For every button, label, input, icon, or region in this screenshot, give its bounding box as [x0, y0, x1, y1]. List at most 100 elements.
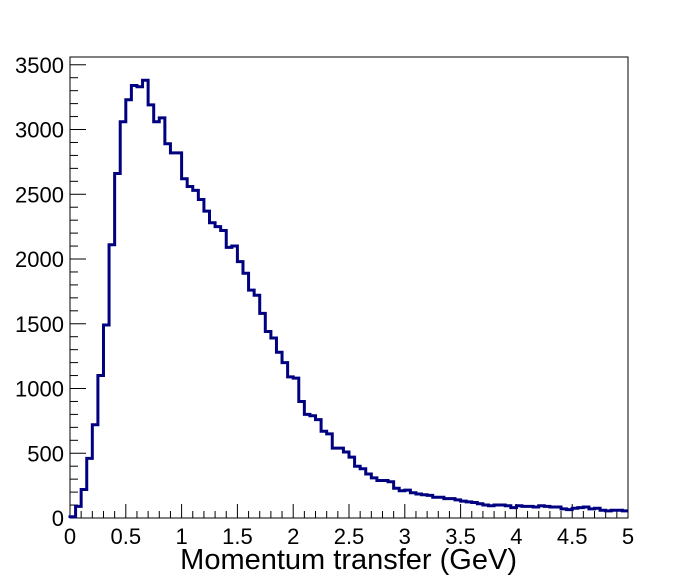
histogram-bin	[461, 501, 467, 518]
histogram-bin	[243, 273, 249, 518]
histogram-bin	[204, 211, 210, 518]
histogram-series-line	[68, 78, 628, 519]
histogram-bin	[539, 506, 545, 518]
histogram-bin	[388, 482, 394, 518]
histogram-bin	[304, 414, 310, 518]
y-axis-ticks	[70, 64, 86, 519]
histogram-bin	[455, 500, 461, 518]
histogram-bin	[70, 517, 76, 518]
histogram-bin	[98, 376, 104, 518]
y-tick-label: 2000	[15, 247, 64, 272]
x-tick-label: 2.5	[334, 524, 365, 549]
histogram-bin	[76, 506, 82, 518]
x-tick-label: 5	[622, 524, 634, 549]
histogram-bin	[143, 80, 149, 518]
histogram-bin	[410, 493, 416, 518]
histogram-bin	[126, 100, 132, 518]
histogram-bin	[249, 290, 255, 518]
y-tick-label: 3500	[15, 53, 64, 78]
histogram-bin	[215, 227, 221, 518]
histogram-bin	[226, 247, 232, 518]
histogram-bin	[483, 505, 489, 518]
histogram-bin	[438, 497, 444, 518]
histogram-bin	[176, 153, 182, 518]
x-tick-label: 0	[64, 524, 76, 549]
histogram-bin	[265, 332, 271, 518]
histogram-bin	[528, 506, 534, 518]
histogram-bin	[276, 352, 282, 518]
histogram-bin	[260, 313, 266, 518]
y-tick-label: 0	[52, 506, 64, 531]
histogram-bin	[555, 507, 561, 518]
histogram-bin	[617, 510, 623, 518]
histogram-bin	[332, 448, 338, 518]
histogram-bin	[115, 174, 121, 518]
histogram-bin	[449, 499, 455, 518]
histogram-bin	[433, 497, 439, 518]
histogram-bin	[422, 495, 428, 518]
y-tick-label: 3000	[15, 118, 64, 143]
histogram-bin	[589, 509, 595, 518]
x-axis-ticks	[69, 504, 629, 518]
y-tick-label: 2500	[15, 182, 64, 207]
histogram-bin	[567, 510, 573, 518]
histogram-bin	[282, 363, 288, 518]
histogram-bin	[572, 508, 578, 518]
histogram-bin	[561, 509, 567, 518]
histogram-bin	[544, 506, 550, 518]
histogram-bin	[343, 452, 349, 518]
histogram-bin	[522, 506, 528, 518]
histogram-bin	[92, 425, 98, 518]
histogram-bin	[310, 416, 316, 518]
histogram-bin	[232, 246, 238, 518]
histogram-bin	[466, 502, 472, 518]
histogram-bin	[131, 85, 137, 518]
histogram-bin	[366, 474, 372, 518]
histogram-bin	[81, 490, 87, 518]
histogram-bin	[377, 480, 383, 518]
histogram-bin	[500, 505, 506, 518]
x-tick-label: 4.5	[557, 524, 588, 549]
histogram-bin	[578, 508, 584, 518]
x-axis-title: Momentum transfer (GeV)	[180, 544, 517, 576]
histogram-bin	[198, 199, 204, 518]
x-tick-label: 3	[399, 524, 411, 549]
histogram-bin	[182, 179, 188, 518]
x-tick-label: 1.5	[222, 524, 253, 549]
histogram-bin	[494, 505, 500, 518]
histogram-bin	[360, 469, 366, 518]
histogram-bin	[533, 507, 539, 518]
histogram-bin	[321, 431, 327, 518]
histogram-bin	[427, 495, 433, 518]
y-tick-labels: 0 500 1000 1500 2000 2500 3000 3500	[15, 53, 64, 531]
histogram-bin	[338, 448, 344, 518]
histogram-bin	[444, 499, 450, 518]
histogram-bin	[210, 223, 216, 518]
x-tick-label: 3.5	[445, 524, 476, 549]
histogram-bin	[606, 511, 612, 518]
histogram-bin	[622, 511, 628, 518]
histogram-bin	[399, 491, 405, 518]
histogram-bin	[193, 190, 199, 518]
histogram-bin	[327, 434, 333, 518]
histogram-bin	[550, 507, 556, 518]
histogram-bin	[611, 510, 617, 518]
histogram-bin	[316, 420, 322, 518]
histogram-bin	[505, 506, 511, 518]
x-tick-labels: 0 0.5 1 1.5 2 2.5 3 3.5 4 4.5 5	[64, 524, 634, 549]
histogram-layer	[68, 78, 628, 519]
histogram-bin	[405, 490, 411, 518]
histogram-bin	[472, 502, 478, 518]
histogram-bin	[477, 504, 483, 518]
x-tick-label: 1	[175, 524, 187, 549]
histogram-bin	[165, 144, 171, 518]
histogram-bin	[349, 457, 355, 518]
histogram-bin	[237, 262, 243, 518]
histogram-bin	[170, 153, 176, 518]
histogram-bin	[394, 488, 400, 518]
histogram-bin	[355, 466, 361, 518]
histogram-bin	[187, 186, 193, 518]
x-tick-label: 4	[510, 524, 522, 549]
histogram-bin	[293, 378, 299, 518]
